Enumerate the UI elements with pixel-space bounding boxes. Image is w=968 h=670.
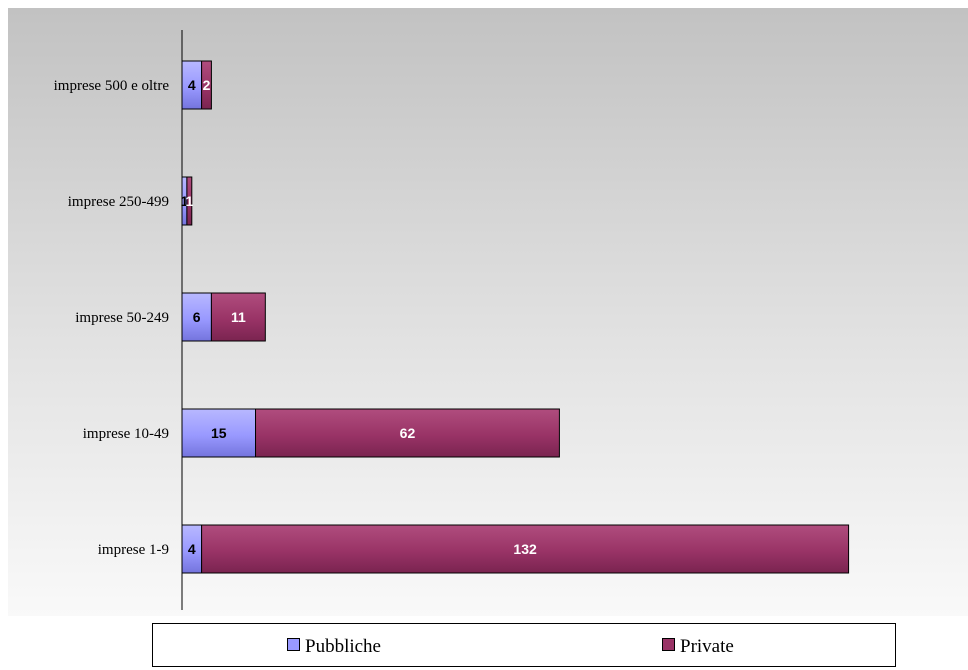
data-label-private-imprese-500-e-oltre: 2 [203,77,211,93]
data-label-pubbliche-imprese-10-49: 15 [211,425,227,441]
legend-label-private: Private [680,636,734,657]
legend-item-private: Private [662,636,734,658]
data-label-pubbliche-imprese-50-249: 6 [193,309,201,325]
legend-item-pubbliche: Pubbliche [287,636,381,658]
bar-private-imprese-50-249 [210,292,266,342]
category-label-imprese-50-249: imprese 50-249 [75,310,169,326]
bar-pubbliche-imprese-50-249 [181,292,212,342]
legend-swatch-private [662,638,675,651]
category-label-imprese-10-49: imprese 10-49 [83,426,169,442]
data-label-private-imprese-50-249: 11 [231,309,246,325]
data-label-private-imprese-250-499: 1 [185,193,193,209]
bar-private-imprese-500-e-oltre [201,60,212,110]
bar-private-imprese-1-9 [201,524,850,574]
bar-private-imprese-250-499 [186,176,193,226]
data-label-private-imprese-1-9: 132 [513,541,537,557]
data-label-pubbliche-imprese-250-499: 1 [181,193,189,209]
bar-private-imprese-10-49 [255,408,560,458]
category-label-imprese-500-e-oltre: imprese 500 e oltre [54,78,170,94]
category-label-imprese-1-9: imprese 1-9 [98,542,169,558]
data-label-pubbliche-imprese-500-e-oltre: 4 [188,77,196,93]
plot-area-background [8,8,968,616]
legend: Pubbliche Private [152,623,896,667]
category-label-imprese-250-499: imprese 250-499 [68,194,169,210]
data-label-pubbliche-imprese-1-9: 4 [188,541,196,557]
bar-pubbliche-imprese-10-49 [181,408,257,458]
data-label-private-imprese-10-49: 62 [400,425,416,441]
legend-swatch-pubbliche [287,638,300,651]
legend-label-pubbliche: Pubbliche [305,636,381,657]
